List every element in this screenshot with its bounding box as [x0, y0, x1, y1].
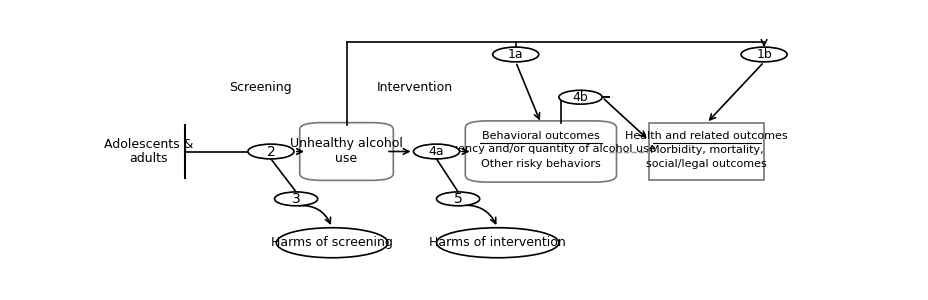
Text: 3: 3	[291, 192, 300, 206]
Text: Harms of intervention: Harms of intervention	[429, 236, 565, 249]
Circle shape	[436, 192, 479, 206]
Text: Behavioral outcomes: Behavioral outcomes	[482, 131, 599, 142]
Text: 1b: 1b	[755, 48, 771, 61]
Circle shape	[492, 47, 538, 62]
Circle shape	[413, 144, 459, 159]
Text: 1a: 1a	[508, 48, 523, 61]
Text: Adolescents &
adults: Adolescents & adults	[104, 137, 193, 166]
Text: 5: 5	[453, 192, 462, 206]
Text: Unhealthy alcohol
use: Unhealthy alcohol use	[290, 137, 403, 166]
Text: Frequency and/or quantity of alcohol use: Frequency and/or quantity of alcohol use	[426, 144, 654, 154]
Text: Screening: Screening	[228, 82, 291, 94]
Text: Morbidity, mortality,: Morbidity, mortality,	[649, 145, 763, 155]
Text: Health and related outcomes: Health and related outcomes	[625, 131, 787, 142]
FancyBboxPatch shape	[648, 123, 763, 180]
Ellipse shape	[436, 228, 559, 258]
Text: Intervention: Intervention	[377, 82, 453, 94]
Circle shape	[275, 192, 317, 206]
FancyBboxPatch shape	[465, 121, 616, 182]
Text: 2: 2	[266, 145, 275, 158]
Text: 4b: 4b	[572, 91, 587, 104]
Text: 4a: 4a	[428, 145, 444, 158]
Ellipse shape	[276, 228, 388, 258]
Text: Harms of screening: Harms of screening	[271, 236, 393, 249]
Circle shape	[248, 144, 293, 159]
Text: social/legal outcomes: social/legal outcomes	[646, 159, 766, 169]
FancyBboxPatch shape	[300, 123, 393, 180]
Circle shape	[559, 90, 601, 104]
Text: Other risky behaviors: Other risky behaviors	[481, 159, 600, 169]
Circle shape	[741, 47, 786, 62]
